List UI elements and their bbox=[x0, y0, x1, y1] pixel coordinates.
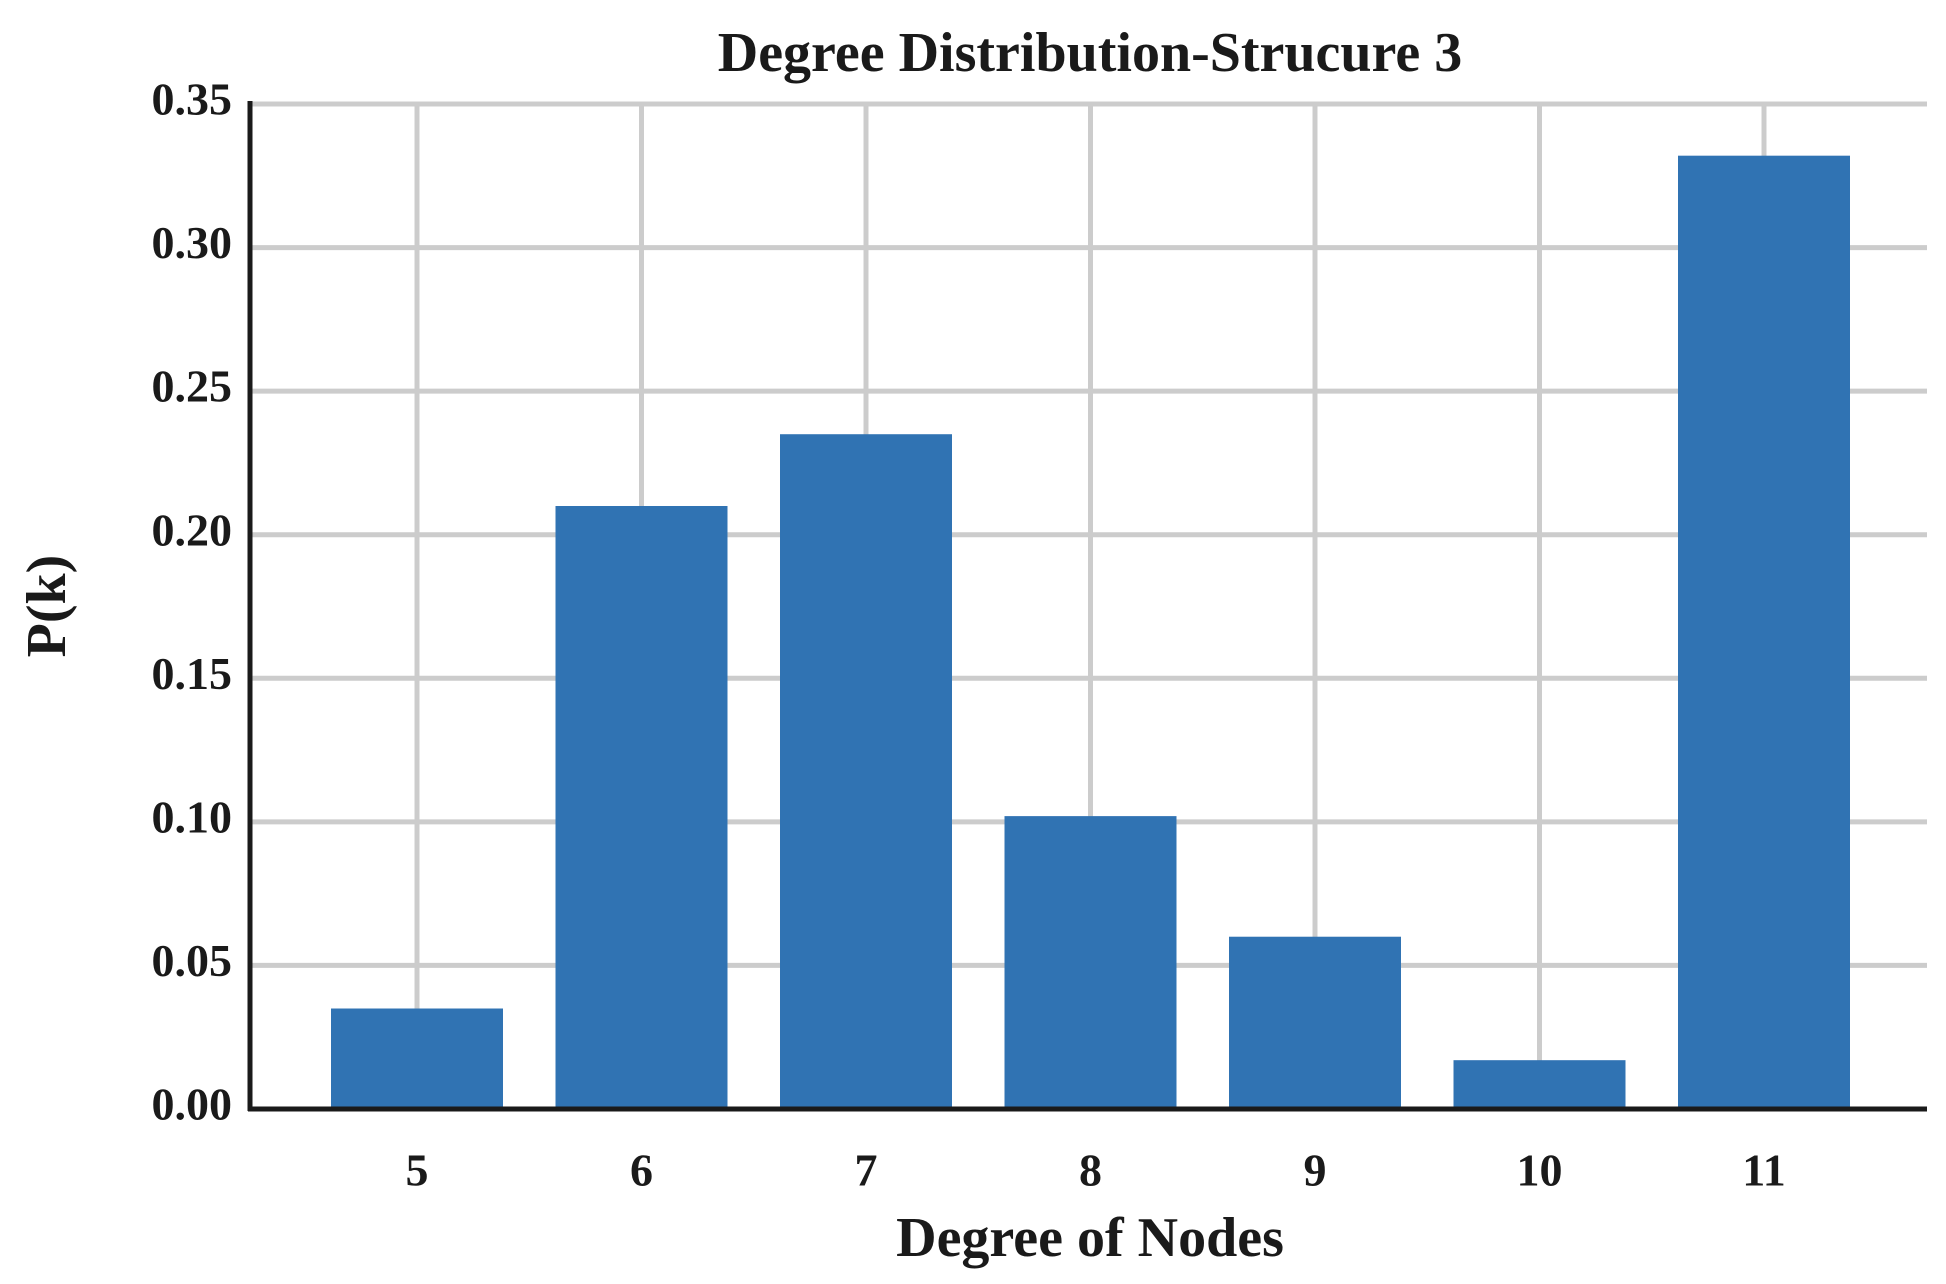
x-tick-label: 7 bbox=[855, 1145, 878, 1196]
y-axis-label: P(k) bbox=[16, 555, 78, 658]
y-tick-label: 0.25 bbox=[152, 361, 233, 412]
x-tick-label: 5 bbox=[406, 1145, 429, 1196]
x-tick-label: 11 bbox=[1742, 1145, 1785, 1196]
x-tick-label: 10 bbox=[1517, 1145, 1563, 1196]
x-tick-label: 6 bbox=[630, 1145, 653, 1196]
bar bbox=[555, 506, 728, 1109]
x-axis-label: Degree of Nodes bbox=[896, 1207, 1284, 1269]
bar bbox=[1004, 816, 1177, 1109]
bar bbox=[1678, 155, 1850, 1109]
bar bbox=[780, 434, 952, 1109]
chart-title: Degree Distribution-Strucure 3 bbox=[718, 22, 1463, 84]
bar bbox=[331, 1008, 503, 1109]
y-tick-label: 0.30 bbox=[152, 217, 233, 268]
x-tick-label: 9 bbox=[1304, 1145, 1327, 1196]
bar bbox=[1229, 936, 1401, 1109]
y-tick-label: 0.15 bbox=[152, 648, 233, 699]
bars bbox=[331, 155, 1850, 1109]
y-tick-label: 0.20 bbox=[152, 504, 233, 555]
y-tick-label: 0.00 bbox=[152, 1079, 233, 1130]
bar bbox=[1453, 1060, 1626, 1109]
y-tick-label: 0.35 bbox=[152, 74, 233, 125]
y-tick-label: 0.10 bbox=[152, 791, 233, 842]
y-tick-label: 0.05 bbox=[152, 935, 233, 986]
x-tick-label: 8 bbox=[1079, 1145, 1102, 1196]
